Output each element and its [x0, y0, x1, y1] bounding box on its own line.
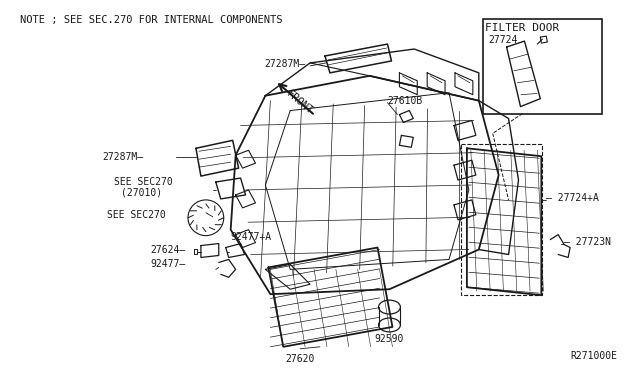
Text: 27620: 27620: [285, 354, 315, 364]
Text: 27610B: 27610B: [387, 96, 423, 106]
Bar: [483, 19, 602, 113]
Text: R271000E: R271000E: [571, 351, 618, 361]
Text: 27724: 27724: [489, 35, 518, 45]
Bar: [461, 144, 542, 295]
Text: NOTE ; SEE SEC.270 FOR INTERNAL COMPONENTS: NOTE ; SEE SEC.270 FOR INTERNAL COMPONEN…: [20, 15, 283, 25]
Text: 92590: 92590: [375, 334, 404, 344]
Text: 27624—: 27624—: [151, 244, 186, 254]
Text: SEE SEC270: SEE SEC270: [113, 177, 172, 187]
Text: — 27723N: — 27723N: [564, 237, 611, 247]
Text: 27287M—: 27287M—: [264, 59, 305, 69]
Text: 27287M—: 27287M—: [102, 152, 143, 162]
Text: 92477+A: 92477+A: [230, 232, 272, 242]
Text: SEE SEC270: SEE SEC270: [107, 210, 165, 220]
Text: (27010): (27010): [122, 188, 163, 198]
Text: FILTER DOOR: FILTER DOOR: [484, 23, 559, 33]
Text: FRONT: FRONT: [285, 89, 316, 116]
Text: 92477—: 92477—: [151, 259, 186, 269]
Text: — 27724+A: — 27724+A: [547, 193, 599, 203]
